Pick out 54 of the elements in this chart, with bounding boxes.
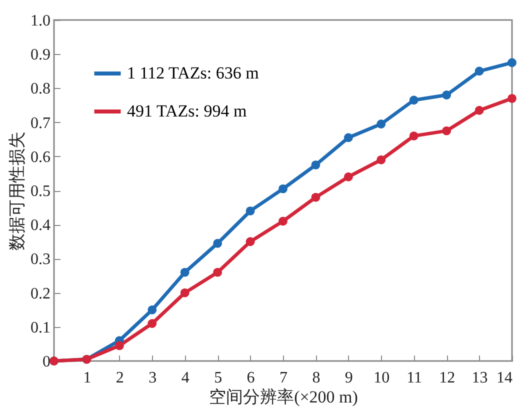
- x-tick-label: 14: [496, 370, 512, 386]
- point: [508, 58, 516, 68]
- x-tick-label: 13: [472, 370, 488, 386]
- x-tick-label: 7: [280, 370, 288, 386]
- y-tick-label: 0.1: [30, 319, 50, 336]
- point: [278, 184, 288, 194]
- legend-label: 491 TAZs: 994 m: [127, 102, 247, 120]
- y-tick-label: 1.0: [30, 12, 50, 30]
- point: [278, 216, 288, 226]
- x-tick-label: 6: [246, 370, 255, 386]
- y-tick-label: 0.6: [30, 148, 50, 166]
- point: [474, 106, 484, 115]
- x-tick-label: 8: [312, 370, 320, 386]
- y-axis-title: 数据可用性损失: [8, 132, 26, 250]
- point: [508, 94, 516, 103]
- y-tick-label: 0.9: [30, 46, 50, 64]
- point: [344, 172, 353, 182]
- point: [246, 237, 255, 246]
- point: [246, 206, 255, 216]
- point: [148, 305, 157, 314]
- y-tick-label: 0: [42, 354, 50, 370]
- point: [180, 268, 190, 277]
- x-tick-label: 12: [439, 370, 456, 386]
- point: [114, 341, 124, 350]
- point: [442, 90, 452, 100]
- point: [344, 133, 353, 142]
- x-tick-label: 4: [181, 370, 190, 386]
- y-tick-label: 0.3: [30, 251, 50, 268]
- point: [442, 126, 452, 136]
- y-tick-label: 0.8: [30, 80, 50, 98]
- y-tick-label: 0.2: [30, 285, 50, 302]
- point: [180, 288, 190, 298]
- point: [409, 131, 418, 140]
- y-tick-label: 0.5: [30, 183, 50, 200]
- point: [213, 268, 222, 277]
- y-tick-label: 0.7: [30, 114, 50, 132]
- point: [474, 66, 484, 76]
- x-tick-label: 9: [344, 370, 353, 386]
- x-tick-label: 2: [116, 370, 124, 386]
- point: [376, 155, 386, 164]
- y-tick-label: 0.4: [30, 217, 50, 234]
- x-tick-label: 5: [214, 370, 222, 386]
- x-tick-label: 10: [374, 370, 390, 386]
- legend-label: 1 112 TAZs: 636 m: [127, 64, 259, 82]
- point: [311, 160, 320, 170]
- point: [409, 96, 418, 105]
- x-tick-label: 3: [148, 370, 157, 386]
- x-tick-label: 11: [406, 370, 422, 386]
- x-axis-title: 空间分辨率(×200 m): [209, 388, 358, 406]
- point: [213, 238, 222, 248]
- point: [376, 120, 386, 128]
- x-tick-label: 1: [83, 370, 92, 386]
- point: [311, 192, 320, 202]
- point: [148, 319, 157, 328]
